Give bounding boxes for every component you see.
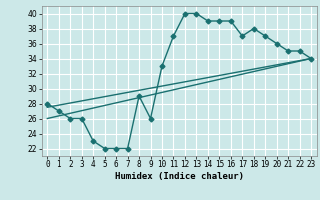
X-axis label: Humidex (Indice chaleur): Humidex (Indice chaleur) [115, 172, 244, 181]
